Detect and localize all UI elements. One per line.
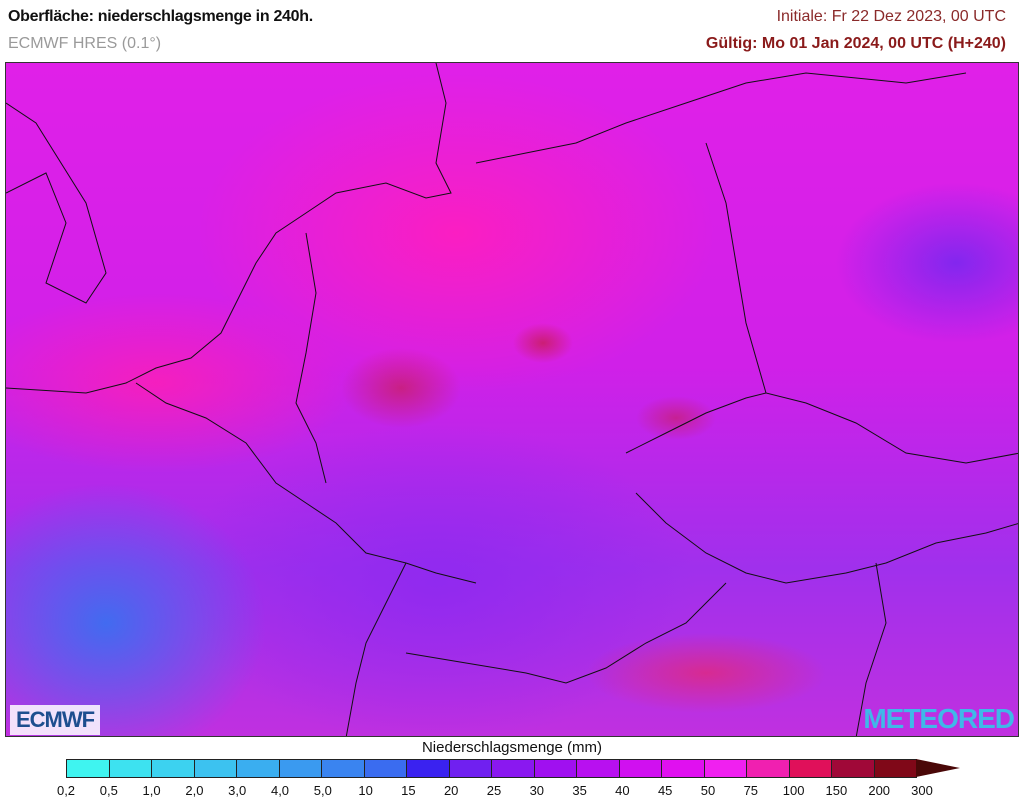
colorbar-swatch bbox=[576, 759, 620, 778]
colorbar bbox=[66, 759, 960, 778]
colorbar-swatch bbox=[788, 759, 832, 778]
colorbar-tick-label: 1,0 bbox=[142, 783, 161, 798]
colorbar-swatch bbox=[193, 759, 237, 778]
colorbar-tick-label: 100 bbox=[782, 783, 805, 798]
colorbar-tick-label: 3,0 bbox=[228, 783, 247, 798]
ecmwf-logo: ECMWF bbox=[10, 705, 101, 735]
colorbar-swatch bbox=[831, 759, 875, 778]
colorbar-tick-label: 75 bbox=[743, 783, 759, 798]
colorbar-swatch bbox=[108, 759, 152, 778]
colorbar-ticks: 0,2 0,5 1,0 2,0 3,0 4,0 5,0 10 15 20 25 30 35 40 45 50 7… bbox=[0, 783, 1024, 799]
colorbar-tick-label: 30 bbox=[529, 783, 545, 798]
colorbar-tick-label: 45 bbox=[657, 783, 673, 798]
colorbar-swatch bbox=[321, 759, 365, 778]
colorbar-tick-label: 25 bbox=[486, 783, 502, 798]
colorbar-tick-label: 10 bbox=[358, 783, 373, 798]
colorbar-swatch bbox=[703, 759, 747, 778]
colorbar-swatch bbox=[491, 759, 535, 778]
colorbar-swatch bbox=[533, 759, 577, 778]
colorbar-tick-label: 4,0 bbox=[270, 783, 290, 798]
colorbar-swatch bbox=[448, 759, 492, 778]
country-borders bbox=[6, 63, 1018, 736]
colorbar-tick-label: 0,5 bbox=[99, 783, 118, 798]
precipitation-map[interactable]: ECMWF METEORED bbox=[5, 62, 1019, 737]
colorbar-tick-label: 40 bbox=[615, 783, 630, 798]
colorbar-tick-label: 2,0 bbox=[185, 783, 204, 798]
colorbar-tick-label: 200 bbox=[868, 783, 891, 798]
colorbar-tick-label: 300 bbox=[911, 783, 933, 798]
colorbar-tick-label: 35 bbox=[572, 783, 587, 798]
colorbar-tick-label: 15 bbox=[401, 783, 416, 798]
map-title: Oberfläche: niederschlagsmenge in 240h. bbox=[8, 8, 313, 25]
colorbar-swatch bbox=[406, 759, 450, 778]
valid-time: Gültig: Mo 01 Jan 2024, 00 UTC (H+240) bbox=[705, 35, 1006, 52]
colorbar-tick-label: 150 bbox=[825, 783, 848, 798]
colorbar-tick-label: 5,0 bbox=[313, 783, 332, 798]
colorbar-swatch bbox=[278, 759, 322, 778]
colorbar-title: Niederschlagsmenge (mm) bbox=[421, 739, 603, 756]
colorbar-tick-label: 0,2 bbox=[56, 783, 76, 798]
initial-time: Initiale: Fr 22 Dez 2023, 00 UTC bbox=[776, 8, 1006, 25]
colorbar-swatch bbox=[363, 759, 407, 778]
colorbar-swatch bbox=[661, 759, 705, 778]
colorbar-swatch bbox=[236, 759, 280, 778]
colorbar-tick-label: 50 bbox=[700, 783, 716, 798]
colorbar-tick-label: 20 bbox=[443, 783, 459, 798]
meteored-logo: METEORED bbox=[863, 703, 1015, 734]
colorbar-swatch bbox=[151, 759, 195, 778]
colorbar-swatch bbox=[873, 759, 917, 778]
colorbar-swatch bbox=[66, 759, 110, 778]
colorbar-swatch bbox=[618, 759, 662, 778]
colorbar-swatch bbox=[746, 759, 790, 778]
colorbar-overflow-arrow bbox=[916, 759, 960, 777]
model-label: ECMWF HRES (0.1°) bbox=[8, 35, 162, 52]
